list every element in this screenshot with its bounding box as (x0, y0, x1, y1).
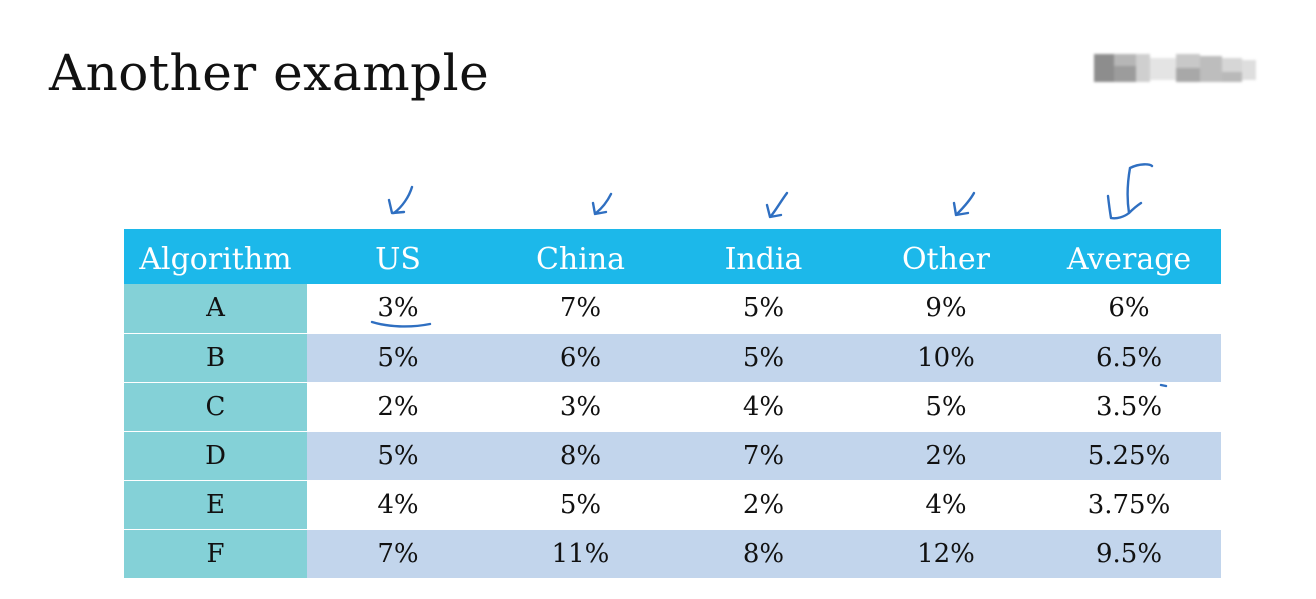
average-cell: 6.5% (1037, 333, 1221, 383)
other-cell: 12% (855, 529, 1037, 579)
algorithm-cell: C (124, 382, 307, 432)
average-cell: 3.5% (1037, 382, 1221, 432)
china-cell: 3% (489, 382, 672, 432)
curly-bracket-icon (1106, 163, 1154, 220)
us-cell: 5% (307, 431, 489, 481)
india-cell: 5% (672, 333, 855, 383)
header-china: China (489, 229, 672, 284)
us-cell: 3% (307, 284, 489, 334)
table-row: B 5% 6% 5% 10% 6.5% (124, 333, 1221, 383)
average-cell: 9.5% (1037, 529, 1221, 579)
table-row: F 7% 11% 8% 12% 9.5% (124, 529, 1221, 579)
header-algorithm: Algorithm (124, 229, 307, 284)
us-cell: 5% (307, 333, 489, 383)
checkmark-icon (765, 191, 789, 219)
header-other: Other (855, 229, 1037, 284)
us-cell: 7% (307, 529, 489, 579)
algorithm-cell: A (124, 284, 307, 334)
other-cell: 4% (855, 480, 1037, 530)
header-india: India (672, 229, 855, 284)
average-cell: 5.25% (1037, 431, 1221, 481)
algorithm-cell: E (124, 480, 307, 530)
checkmark-icon (952, 191, 976, 217)
algorithm-cell: B (124, 333, 307, 383)
header-us: US (307, 229, 489, 284)
india-cell: 5% (672, 284, 855, 334)
china-cell: 7% (489, 284, 672, 334)
table-row: D 5% 8% 7% 2% 5.25% (124, 431, 1221, 481)
india-cell: 4% (672, 382, 855, 432)
average-cell: 3.75% (1037, 480, 1221, 530)
other-cell: 5% (855, 382, 1037, 432)
results-table: Algorithm US China India Other Average A… (124, 229, 1221, 579)
algorithm-cell: F (124, 529, 307, 579)
india-cell: 7% (672, 431, 855, 481)
blurred-logo (1094, 48, 1259, 90)
other-cell: 9% (855, 284, 1037, 334)
china-cell: 11% (489, 529, 672, 579)
table-row: E 4% 5% 2% 4% 3.75% (124, 480, 1221, 530)
table-row: C 2% 3% 4% 5% 3.5% (124, 382, 1221, 432)
algorithm-cell: D (124, 431, 307, 481)
india-cell: 2% (672, 480, 855, 530)
other-cell: 2% (855, 431, 1037, 481)
checkmark-icon (387, 185, 414, 215)
table-header-row: Algorithm US China India Other Average (124, 229, 1221, 284)
slide-title: Another example (49, 44, 490, 102)
average-cell: 6% (1037, 284, 1221, 334)
china-cell: 6% (489, 333, 672, 383)
other-cell: 10% (855, 333, 1037, 383)
checkmark-icon (591, 192, 613, 216)
us-cell: 4% (307, 480, 489, 530)
header-average: Average (1037, 229, 1221, 284)
us-cell: 2% (307, 382, 489, 432)
table-row: A 3% 7% 5% 9% 6% (124, 284, 1221, 334)
china-cell: 5% (489, 480, 672, 530)
india-cell: 8% (672, 529, 855, 579)
china-cell: 8% (489, 431, 672, 481)
